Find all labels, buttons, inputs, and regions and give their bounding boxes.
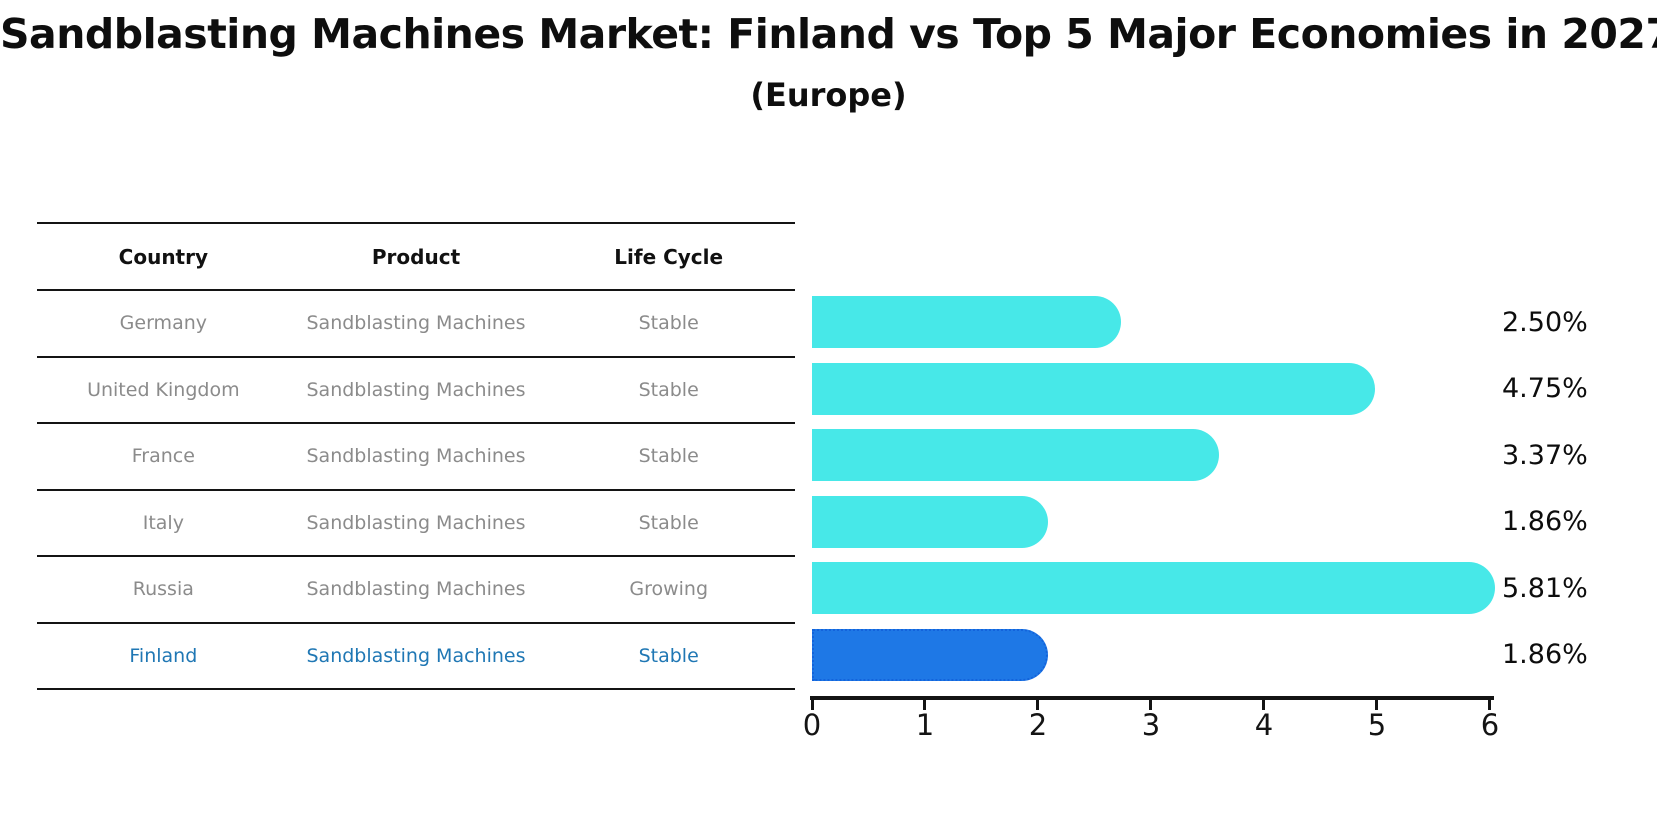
- x-axis-tick: [923, 700, 927, 710]
- value-label-germany: 2.50%: [1502, 306, 1588, 338]
- table-row-germany: Germany Sandblasting Machines Stable: [37, 291, 795, 358]
- cell-country: Germany: [119, 312, 207, 335]
- cell-life-cycle: Stable: [638, 445, 699, 468]
- bar-finland: [812, 628, 1049, 681]
- x-axis-tick: [1375, 700, 1379, 710]
- cell-country: Italy: [142, 511, 184, 534]
- value-labels: 2.50% 4.75% 3.37% 1.86% 5.81% 1.86%: [1502, 289, 1652, 688]
- bar-slot: [812, 622, 1490, 689]
- table-header-row: Country Product Life Cycle: [37, 224, 795, 291]
- cell-life-cycle: Stable: [638, 644, 699, 667]
- cell-country: United Kingdom: [87, 378, 240, 401]
- cell-country: France: [131, 445, 195, 468]
- x-axis-tick: [1036, 700, 1040, 710]
- bar-slot: [812, 422, 1490, 489]
- x-axis-tick: [1262, 700, 1266, 710]
- table-row-united-kingdom: United Kingdom Sandblasting Machines Stabl…: [37, 358, 795, 424]
- cell-product: Sandblasting Machines: [306, 312, 526, 335]
- x-axis-tick: [1149, 700, 1153, 710]
- x-axis-labels: 0 1 2 3 4 5 6: [803, 708, 1499, 744]
- cell-country: Russia: [132, 578, 194, 601]
- bar-slot: [812, 289, 1490, 356]
- bar-slot: [812, 356, 1490, 423]
- cell-product: Sandblasting Machines: [306, 445, 526, 468]
- bar-slot: [812, 489, 1490, 556]
- bar-slot: [812, 555, 1495, 622]
- x-axis-label: 0: [802, 708, 822, 742]
- header-cell-product: Product: [371, 244, 461, 269]
- cell-life-cycle: Stable: [638, 312, 699, 335]
- bar-italy: [812, 495, 1049, 548]
- x-axis-label: 6: [1480, 708, 1500, 742]
- header-cell-life-cycle: Life Cycle: [614, 244, 724, 269]
- value-label-france: 3.37%: [1502, 439, 1588, 471]
- bar-germany: [812, 296, 1121, 348]
- value-label-finland: 1.86%: [1502, 639, 1588, 671]
- cell-life-cycle: Growing: [629, 578, 709, 601]
- x-axis-tick: [1488, 700, 1492, 710]
- value-label-italy: 1.86%: [1502, 506, 1588, 538]
- x-axis-label: 5: [1367, 708, 1387, 742]
- table-row-france: France Sandblasting Machines Stable: [37, 424, 795, 491]
- value-label-russia: 5.81%: [1502, 572, 1588, 604]
- bar-chart: [812, 289, 1495, 689]
- table-row-italy: Italy Sandblasting Machines Stable: [37, 491, 795, 557]
- table-body: Germany Sandblasting Machines Stable United…: [37, 291, 795, 690]
- cell-life-cycle: Stable: [638, 378, 699, 401]
- chart-subtitle: (Europe): [750, 76, 907, 114]
- cell-country: Finland: [129, 644, 198, 667]
- x-axis-label: 2: [1028, 708, 1048, 742]
- cell-product: Sandblasting Machines: [306, 511, 526, 534]
- x-axis-label: 1: [915, 708, 935, 742]
- cell-product: Sandblasting Machines: [306, 578, 526, 601]
- table-row-finland: Finland Sandblasting Machines Stable: [37, 624, 795, 690]
- cell-product: Sandblasting Machines: [306, 644, 526, 667]
- cell-product: Sandblasting Machines: [306, 378, 526, 401]
- x-axis-tick: [810, 700, 814, 710]
- header-cell-country: Country: [118, 244, 209, 269]
- x-axis: [810, 696, 1494, 710]
- cell-life-cycle: Stable: [638, 511, 699, 534]
- x-axis-label: 3: [1141, 708, 1161, 742]
- bar-russia: [812, 562, 1495, 614]
- bar-france: [812, 429, 1219, 481]
- comparison-table: Country Product Life Cycle Germany Sandblas…: [37, 222, 795, 690]
- table-row-russia: Russia Sandblasting Machines Growing: [37, 557, 795, 624]
- value-label-united-kingdom: 4.75%: [1502, 373, 1588, 405]
- x-axis-label: 4: [1254, 708, 1274, 742]
- chart-title: Sandblasting Machines Market: Finland vs…: [0, 10, 1657, 58]
- bar-united-kingdom: [812, 362, 1375, 415]
